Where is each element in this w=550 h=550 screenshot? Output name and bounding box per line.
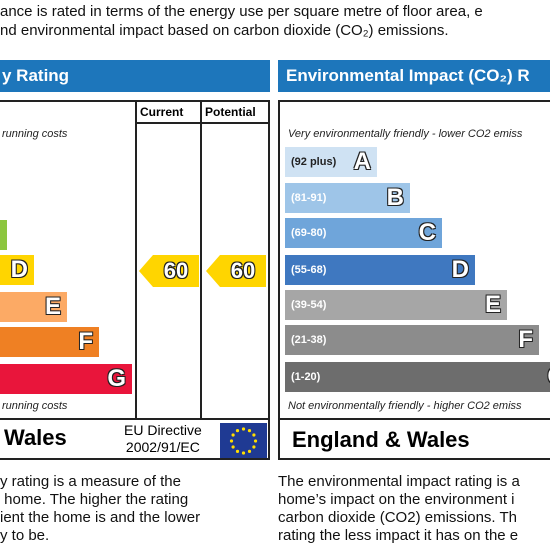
region: England & Wales (292, 427, 470, 452)
paragraph-line: y to be. (0, 527, 50, 544)
rating-range: (81-91) (291, 192, 327, 204)
rating-letter: F (518, 326, 533, 353)
paragraph-line: home’s impact on the environment i (278, 491, 515, 508)
rating-range: (1-20) (291, 371, 321, 383)
directive: EU Directive 2002/91/EC (124, 422, 202, 456)
column-header: Current (140, 105, 184, 119)
rating-range: (92 plus) (291, 156, 337, 168)
paragraph-line: The environmental impact rating is a (278, 473, 520, 490)
rating-letter: A (353, 148, 371, 175)
top-note: running costs (2, 128, 68, 140)
left-header: y Rating (0, 60, 270, 92)
rating-bar: D (0, 255, 34, 285)
rating-letter: G (547, 362, 550, 392)
right-paragraph: The environmental impact rating is a home… (278, 473, 520, 545)
rating-bar: (81-91) B (285, 183, 410, 213)
rating-value: 60 (163, 258, 189, 283)
rating-bar: F (0, 327, 99, 357)
region: Wales (4, 425, 67, 450)
rating-bar: (39-54) E (285, 290, 507, 320)
rating-letter: B (386, 184, 404, 211)
rating-bar: E (0, 292, 67, 322)
paragraph-line: carbon dioxide (CO2) emissions. Th (278, 509, 517, 526)
right-panel: Very environmentally friendly - lower CO… (278, 100, 550, 460)
rating-range: (21-38) (291, 334, 327, 346)
left-panel: Current Potential running costs running … (0, 100, 270, 460)
bar-sliver (0, 220, 7, 250)
top-note: Very environmentally friendly - lower CO… (288, 128, 523, 140)
eu-flag (220, 423, 267, 458)
rating-letter: F (78, 328, 93, 355)
rating-value: 60 (230, 258, 256, 283)
rating-bar: G (0, 364, 132, 394)
left-paragraph: y rating is a measure of the home. The h… (0, 473, 200, 545)
right-header: Environmental Impact (CO₂) R (278, 60, 550, 92)
rating-range: (55-68) (291, 264, 327, 276)
bottom-note: Not environmentally friendly - higher CO… (288, 400, 522, 412)
rating-range: (69-80) (291, 227, 327, 239)
directive-line: 2002/91/EC (125, 439, 200, 455)
left-header-title: y Rating (2, 66, 70, 85)
intro-line: nd environmental impact based on carbon … (0, 22, 449, 39)
rating-arrow: 60 (206, 255, 266, 287)
directive-line: EU Directive (124, 422, 202, 438)
right-header-title: Environmental Impact (CO₂) R (286, 66, 530, 85)
paragraph-line: home. The higher the rating (0, 491, 189, 508)
bottom-note: running costs (2, 400, 68, 412)
rating-letter: G (107, 365, 126, 392)
paragraph-line: rating the less impact it has on the e (278, 527, 519, 544)
rating-bar: (21-38) F (285, 325, 539, 355)
rating-letter: D (10, 256, 28, 283)
rating-range: (39-54) (291, 299, 327, 311)
rating-letter: D (451, 256, 469, 283)
rating-letter: E (44, 293, 61, 320)
rating-letter: E (484, 291, 501, 318)
rating-arrow: 60 (139, 255, 199, 287)
paragraph-line: ient the home is and the lower (0, 509, 201, 526)
rating-bar: (92 plus) A (285, 147, 377, 177)
rating-bar: (69-80) C (285, 218, 442, 248)
rating-bar: (55-68) D (285, 255, 475, 285)
rating-letter: C (418, 219, 436, 246)
rating-bar: (1-20) G (285, 362, 550, 392)
paragraph-line: y rating is a measure of the (0, 473, 181, 490)
intro-line: ance is rated in terms of the energy use… (0, 3, 483, 20)
column-header: Potential (205, 105, 256, 119)
